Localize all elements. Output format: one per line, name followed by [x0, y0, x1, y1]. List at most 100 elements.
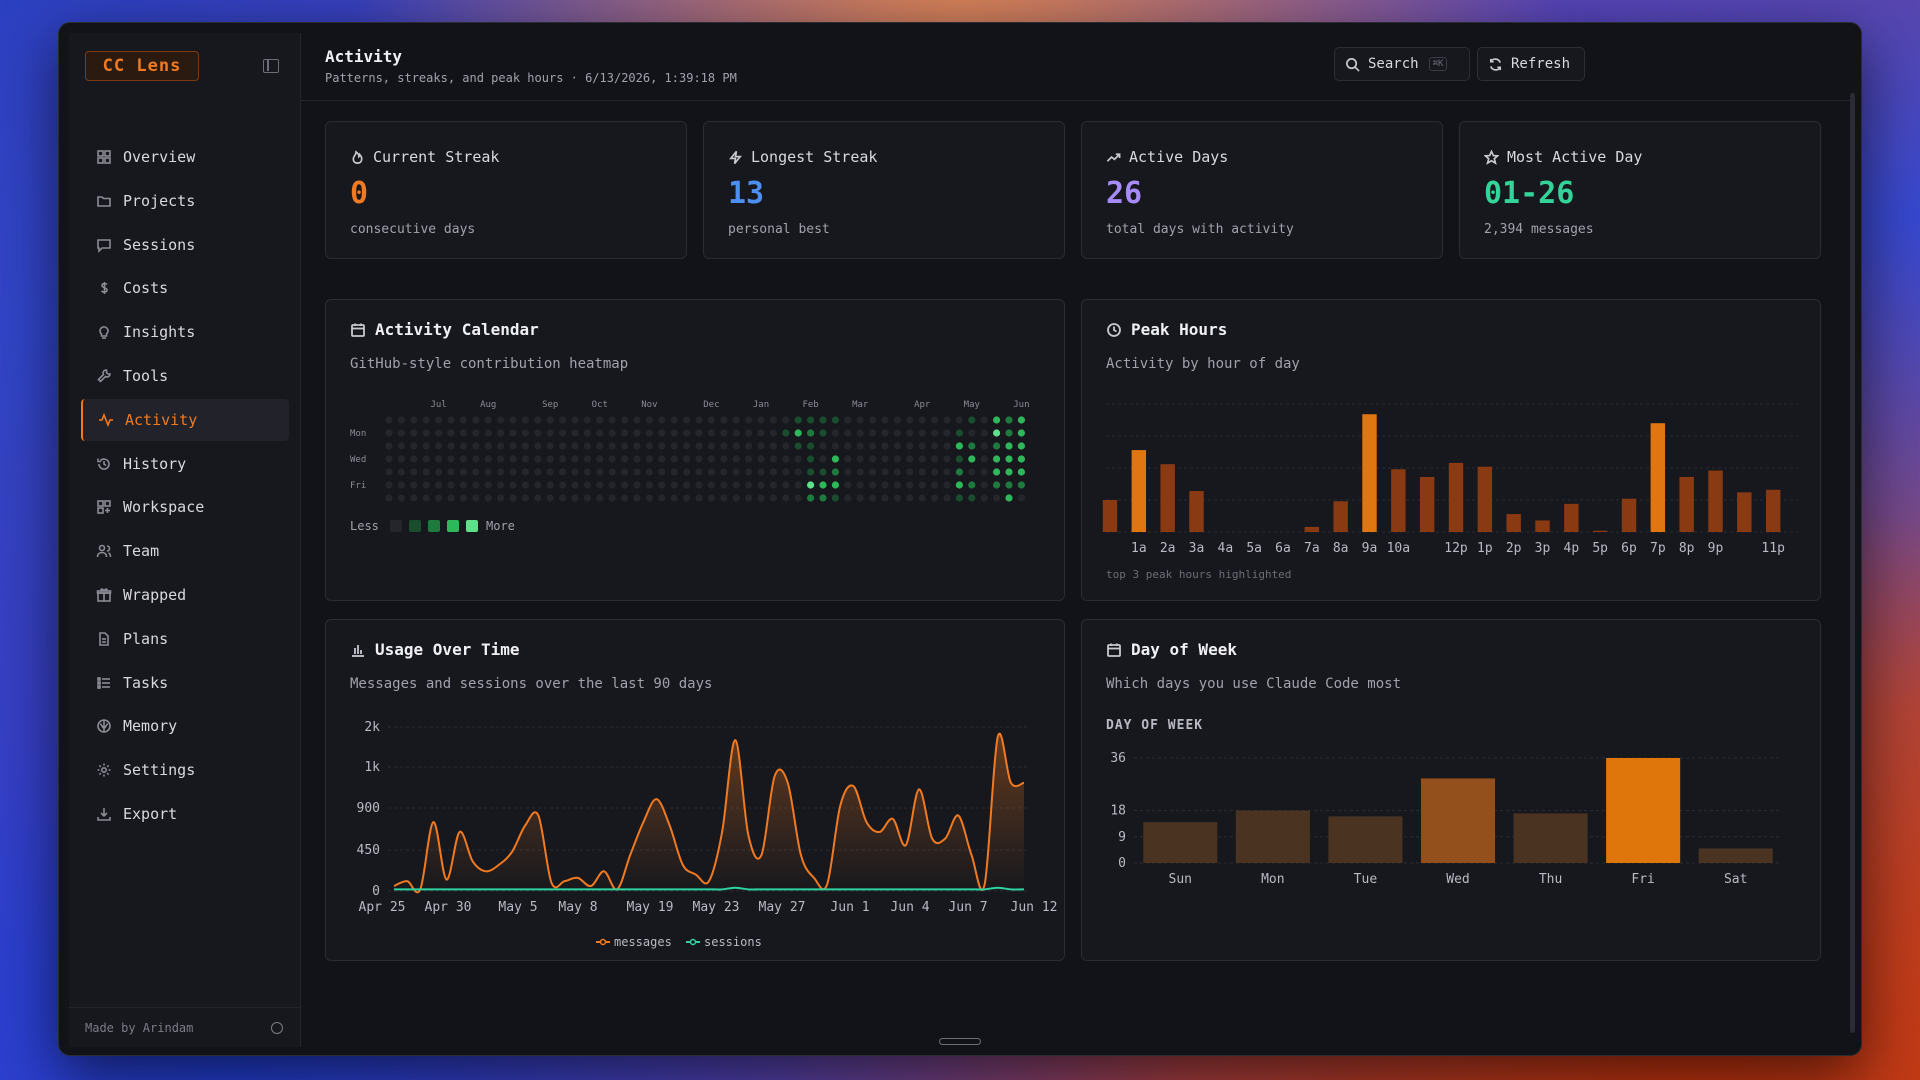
sidebar-item-plans[interactable]: Plans — [81, 618, 289, 660]
heatmap-cell[interactable] — [410, 494, 418, 502]
hour-bar[interactable] — [1592, 530, 1608, 532]
day-bar[interactable] — [1606, 758, 1681, 863]
heatmap-cell[interactable] — [695, 481, 703, 489]
heatmap-cell[interactable] — [943, 468, 951, 476]
heatmap-cell[interactable] — [422, 416, 430, 424]
heatmap-cell[interactable] — [856, 494, 864, 502]
sidebar-item-sessions[interactable]: Sessions — [81, 224, 289, 266]
heatmap-cell[interactable] — [1017, 468, 1025, 476]
day-bar[interactable] — [1513, 813, 1588, 863]
heatmap-cell[interactable] — [769, 416, 777, 424]
heatmap-cell[interactable] — [918, 429, 926, 437]
refresh-button[interactable]: Refresh — [1477, 47, 1585, 81]
hour-bar[interactable] — [1160, 464, 1175, 532]
heatmap-cell[interactable] — [769, 429, 777, 437]
heatmap-cell[interactable] — [571, 455, 579, 463]
heatmap-cell[interactable] — [980, 429, 988, 437]
heatmap-cell[interactable] — [583, 442, 591, 450]
heatmap-cell[interactable] — [943, 442, 951, 450]
heatmap-cell[interactable] — [633, 442, 641, 450]
heatmap-cell[interactable] — [509, 481, 517, 489]
heatmap-cell[interactable] — [745, 494, 753, 502]
heatmap-cell[interactable] — [745, 481, 753, 489]
heatmap-cell[interactable] — [521, 429, 529, 437]
sidebar-item-history[interactable]: History — [81, 443, 289, 485]
heatmap-cell[interactable] — [918, 442, 926, 450]
heatmap-cell[interactable] — [745, 468, 753, 476]
heatmap-cell[interactable] — [509, 468, 517, 476]
heatmap-cell[interactable] — [385, 481, 393, 489]
heatmap-cell[interactable] — [893, 429, 902, 437]
heatmap-cell[interactable] — [881, 468, 889, 476]
heatmap-cell[interactable] — [583, 416, 591, 424]
heatmap-cell[interactable] — [410, 455, 418, 463]
search-button[interactable]: Search ⌘K — [1334, 47, 1470, 81]
heatmap-cell[interactable] — [385, 429, 393, 437]
sidebar-item-activity[interactable]: Activity — [81, 398, 289, 441]
heatmap-cell[interactable] — [745, 455, 753, 463]
heatmap-cell[interactable] — [943, 455, 951, 463]
heatmap-cell[interactable] — [534, 481, 542, 489]
heatmap-cell[interactable] — [980, 481, 988, 489]
heatmap-cell[interactable] — [583, 468, 591, 476]
heatmap-cell[interactable] — [670, 455, 678, 463]
heatmap-cell[interactable] — [931, 416, 939, 424]
heatmap-cell[interactable] — [931, 494, 939, 502]
heatmap-cell[interactable] — [720, 468, 728, 476]
heatmap-cell[interactable] — [459, 442, 467, 450]
heatmap-cell[interactable] — [695, 494, 703, 502]
heatmap-cell[interactable] — [497, 494, 505, 502]
heatmap-cell[interactable] — [955, 494, 964, 502]
heatmap-cell[interactable] — [633, 429, 641, 437]
day-bar[interactable] — [1328, 816, 1403, 863]
heatmap-cell[interactable] — [869, 429, 877, 437]
heatmap-cell[interactable] — [621, 494, 629, 502]
heatmap-cell[interactable] — [670, 416, 678, 424]
drag-handle[interactable] — [939, 1038, 981, 1045]
heatmap-cell[interactable] — [596, 494, 604, 502]
heatmap-cell[interactable] — [521, 494, 529, 502]
heatmap-cell[interactable] — [745, 429, 753, 437]
heatmap-cell[interactable] — [844, 468, 852, 476]
heatmap-cell[interactable] — [596, 455, 604, 463]
heatmap-cell[interactable] — [397, 416, 405, 424]
heatmap-cell[interactable] — [484, 416, 492, 424]
heatmap-cell[interactable] — [819, 429, 827, 437]
heatmap-cell[interactable] — [447, 494, 455, 502]
heatmap-cell[interactable] — [807, 468, 815, 476]
heatmap-cell[interactable] — [546, 481, 554, 489]
heatmap-cell[interactable] — [720, 442, 728, 450]
heatmap-cell[interactable] — [769, 455, 777, 463]
heatmap-cell[interactable] — [955, 481, 964, 489]
hour-bar[interactable] — [1650, 423, 1666, 532]
heatmap-cell[interactable] — [683, 416, 691, 424]
heatmap-cell[interactable] — [534, 494, 542, 502]
heatmap-cell[interactable] — [1017, 416, 1025, 424]
heatmap-cell[interactable] — [484, 429, 492, 437]
heatmap-cell[interactable] — [472, 468, 480, 476]
heatmap-cell[interactable] — [521, 442, 529, 450]
heatmap-cell[interactable] — [658, 455, 666, 463]
heatmap-cell[interactable] — [757, 416, 765, 424]
heatmap-cell[interactable] — [385, 468, 393, 476]
hour-bar[interactable] — [1362, 414, 1377, 532]
heatmap-cell[interactable] — [633, 416, 641, 424]
heatmap-cell[interactable] — [993, 442, 1001, 450]
heatmap-cell[interactable] — [1005, 494, 1013, 502]
heatmap-cell[interactable] — [955, 416, 964, 424]
heatmap-cell[interactable] — [472, 442, 480, 450]
heatmap-cell[interactable] — [410, 429, 418, 437]
heatmap-cell[interactable] — [472, 429, 480, 437]
heatmap-cell[interactable] — [410, 481, 418, 489]
heatmap-cell[interactable] — [459, 416, 467, 424]
heatmap-cell[interactable] — [497, 416, 505, 424]
heatmap-cell[interactable] — [881, 429, 889, 437]
heatmap-cell[interactable] — [559, 429, 567, 437]
heatmap-cell[interactable] — [571, 481, 579, 489]
sidebar-item-team[interactable]: Team — [81, 530, 289, 572]
heatmap-cell[interactable] — [385, 455, 393, 463]
heatmap-cell[interactable] — [571, 494, 579, 502]
heatmap-cell[interactable] — [893, 494, 902, 502]
heatmap-cell[interactable] — [683, 494, 691, 502]
heatmap-cell[interactable] — [422, 494, 430, 502]
